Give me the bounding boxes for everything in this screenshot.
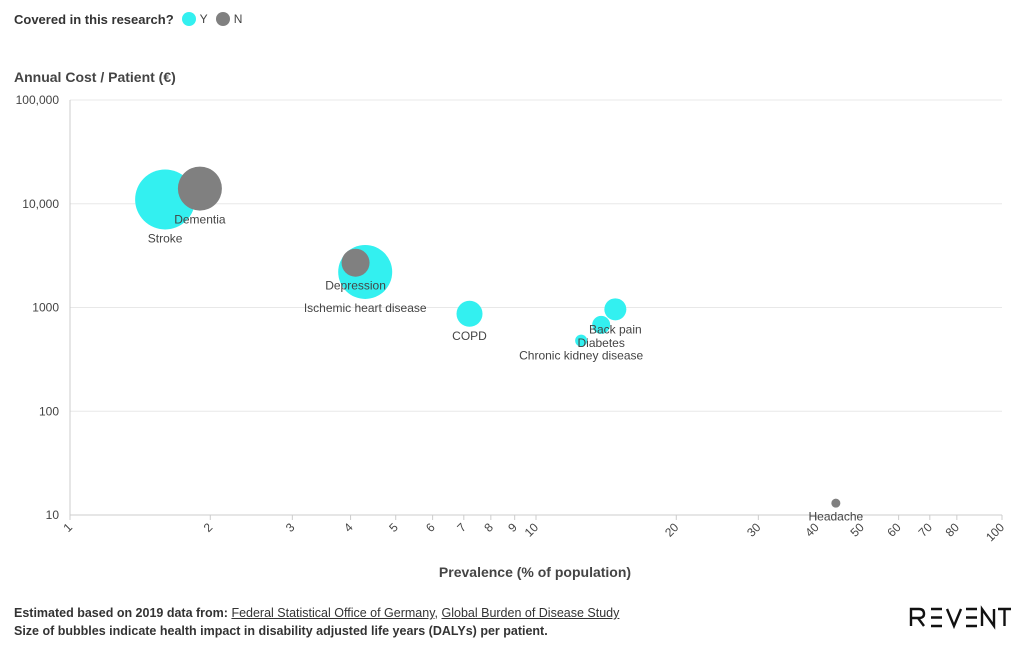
bubble-depression[interactable]: Depression: [341, 248, 370, 277]
footer-separator: ,: [434, 606, 439, 620]
x-tick-label: 30: [744, 520, 764, 540]
revent-logo-icon: [909, 605, 1011, 630]
legend-label-n: N: [233, 12, 243, 26]
y-tick-label: 10,000: [22, 197, 59, 211]
bubble-label-dementia: Dementia: [174, 213, 226, 227]
y-tick-label: 1000: [32, 301, 59, 315]
x-tick-label: 5: [386, 520, 401, 535]
bubble-label-back-pain: Back pain: [589, 322, 642, 336]
x-tick-label: 20: [662, 520, 682, 540]
footer-prefix: Estimated based on 2019 data from:: [14, 606, 228, 620]
bubble-headache[interactable]: Headache: [831, 498, 841, 508]
y-tick-label: 10: [46, 508, 60, 522]
bubble-label-diabetes: Diabetes: [577, 336, 624, 350]
bubble-labels: Stroke Dementia Ischemic heart disease Depr…: [148, 213, 864, 524]
bubble-diabetes[interactable]: Diabetes: [592, 315, 611, 334]
legend: Covered in this research? Y N: [14, 10, 250, 28]
footer-line-2: Size of bubbles indicate health impact i…: [14, 624, 548, 638]
legend-dot-n-icon: [215, 12, 230, 26]
legend-item-y[interactable]: Y: [181, 12, 208, 26]
link-federal-statistical-office[interactable]: Federal Statistical Office of Germany: [231, 606, 435, 620]
y-axis-title: Annual Cost / Patient (€): [14, 69, 176, 85]
x-tick-label: 2: [201, 520, 216, 535]
x-tick-label: 1: [60, 520, 75, 535]
x-tick-label: 7: [454, 520, 469, 535]
x-tick-label: 10: [522, 520, 542, 540]
bubble-label-depression: Depression: [325, 279, 386, 293]
y-tick-label: 100,000: [16, 93, 60, 107]
legend-dot-y-icon: [181, 12, 196, 26]
x-tick-label: 80: [943, 520, 963, 540]
bubble-back-pain[interactable]: Back pain: [604, 298, 627, 321]
legend-item-n[interactable]: N: [215, 12, 243, 26]
x-tick-label: 3: [283, 520, 298, 535]
bubble-chronic-kidney-disease[interactable]: Chronic kidney disease: [575, 334, 588, 347]
footer-line-1: Estimated based on 2019 data from: Feder…: [14, 604, 619, 622]
bubble-dementia[interactable]: Dementia: [177, 166, 222, 211]
legend-label-y: Y: [199, 12, 208, 26]
x-tick-label: 9: [505, 520, 520, 535]
x-tick-label: 60: [884, 520, 904, 540]
x-tick-label: 70: [916, 520, 936, 540]
x-tick-label: 8: [481, 520, 496, 535]
legend-title: Covered in this research?: [14, 11, 174, 27]
y-tick-label: 100: [39, 404, 59, 418]
bubble-label-headache: Headache: [808, 510, 863, 524]
axes: [69, 100, 1003, 520]
bubbles: Stroke Ischemic heart disease Dementia Depr…: [135, 166, 841, 508]
bubble-copd[interactable]: COPD: [456, 300, 483, 327]
footer: Estimated based on 2019 data from: Feder…: [14, 604, 619, 640]
bubble-label-stroke: Stroke: [148, 231, 183, 245]
link-global-burden-of-disease[interactable]: Global Burden of Disease Study: [441, 606, 620, 620]
bubble-label-chronic-kidney-disease: Chronic kidney disease: [519, 349, 643, 363]
grid-lines: [70, 99, 1002, 412]
x-tick-label: 100: [983, 520, 1007, 544]
bubble-label-copd: COPD: [452, 329, 487, 343]
x-tick-label: 6: [423, 520, 438, 535]
x-tick-label: 4: [341, 520, 356, 535]
bubble-label-ischemic-heart-disease: Ischemic heart disease: [304, 301, 427, 315]
x-axis-title: Prevalence (% of population): [439, 564, 631, 580]
